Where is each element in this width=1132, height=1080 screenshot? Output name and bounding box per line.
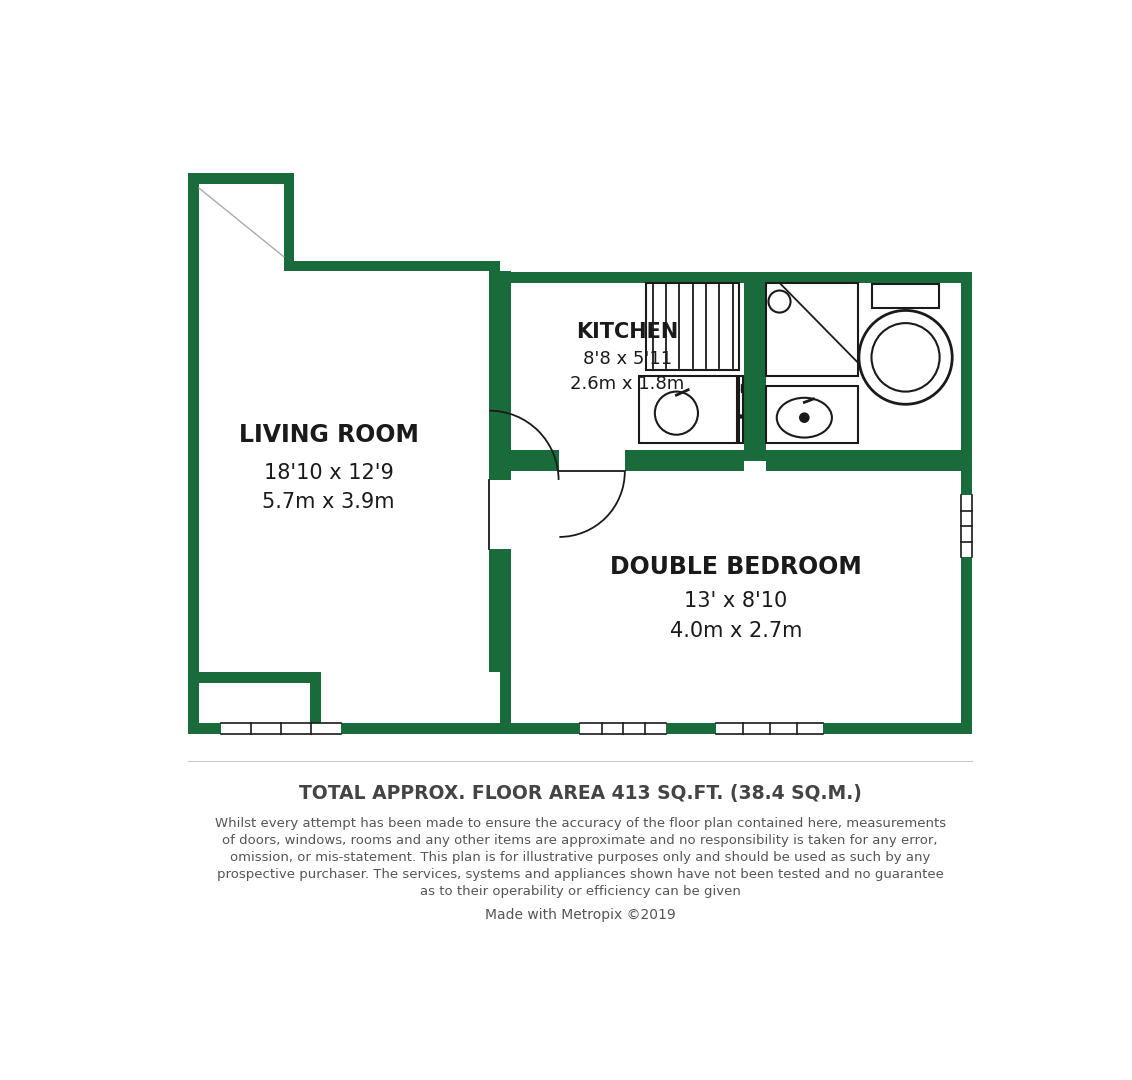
- Text: KITCHEN: KITCHEN: [576, 322, 678, 341]
- Text: TOTAL APPROX. FLOOR AREA 413 SQ.FT. (38.4 SQ.M.): TOTAL APPROX. FLOOR AREA 413 SQ.FT. (38.…: [299, 784, 861, 804]
- Bar: [961, 496, 972, 557]
- Text: of doors, windows, rooms and any other items are approximate and no responsibili: of doors, windows, rooms and any other i…: [222, 834, 938, 847]
- Text: omission, or mis-statement. This plan is for illustrative purposes only and shou: omission, or mis-statement. This plan is…: [230, 851, 931, 864]
- Text: DOUBLE BEDROOM: DOUBLE BEDROOM: [610, 554, 861, 579]
- Bar: [511, 450, 559, 472]
- Bar: [188, 673, 310, 734]
- Text: Whilst every attempt has been made to ensure the accuracy of the floor plan cont: Whilst every attempt has been made to en…: [215, 818, 945, 831]
- Polygon shape: [188, 174, 972, 734]
- Bar: [222, 724, 341, 734]
- Text: LIVING ROOM: LIVING ROOM: [239, 422, 419, 446]
- Text: Made with Metropix ©2019: Made with Metropix ©2019: [484, 908, 676, 922]
- Bar: [872, 284, 940, 308]
- Bar: [739, 377, 743, 443]
- Text: 5.7m x 3.9m: 5.7m x 3.9m: [263, 491, 395, 512]
- Text: 2.6m x 1.8m: 2.6m x 1.8m: [571, 375, 685, 393]
- Bar: [646, 283, 739, 369]
- Circle shape: [739, 416, 741, 418]
- Bar: [580, 724, 667, 734]
- Text: prospective purchaser. The services, systems and appliances shown have not been : prospective purchaser. The services, sys…: [216, 868, 944, 881]
- Text: 4.0m x 2.7m: 4.0m x 2.7m: [670, 621, 803, 642]
- Bar: [715, 724, 823, 734]
- Text: 13' x 8'10: 13' x 8'10: [685, 591, 788, 611]
- Text: 8'8 x 5'11: 8'8 x 5'11: [583, 350, 672, 367]
- Ellipse shape: [872, 323, 940, 392]
- Bar: [765, 283, 858, 377]
- Circle shape: [769, 291, 790, 312]
- Polygon shape: [199, 185, 489, 724]
- Text: 18'10 x 12'9: 18'10 x 12'9: [264, 463, 394, 483]
- Bar: [625, 450, 744, 472]
- Bar: [765, 450, 961, 472]
- Circle shape: [799, 413, 809, 422]
- Bar: [765, 387, 858, 443]
- Circle shape: [654, 392, 698, 435]
- Bar: [199, 684, 310, 724]
- Ellipse shape: [777, 397, 832, 437]
- Bar: [640, 377, 737, 443]
- Bar: [320, 672, 500, 724]
- Bar: [489, 550, 511, 724]
- Ellipse shape: [859, 310, 952, 404]
- Polygon shape: [489, 283, 961, 724]
- Text: as to their operability or efficiency can be given: as to their operability or efficiency ca…: [420, 885, 740, 897]
- Bar: [489, 271, 511, 480]
- Bar: [744, 283, 765, 461]
- Bar: [199, 673, 320, 734]
